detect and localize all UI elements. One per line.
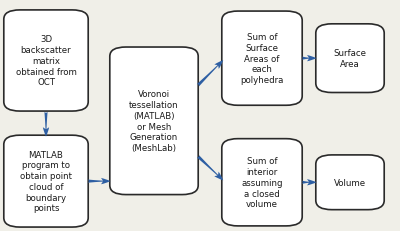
Text: MATLAB
program to
obtain point
cloud of
boundary
points: MATLAB program to obtain point cloud of … [20,150,72,213]
FancyBboxPatch shape [316,25,384,93]
Text: Voronoi
tessellation
(MATLAB)
or Mesh
Generation
(MeshLab): Voronoi tessellation (MATLAB) or Mesh Ge… [129,90,179,152]
Text: Sum of
interior
assuming
a closed
volume: Sum of interior assuming a closed volume [241,157,283,208]
Text: Sum of
Surface
Areas of
each
polyhedra: Sum of Surface Areas of each polyhedra [240,33,284,85]
FancyBboxPatch shape [222,12,302,106]
Text: Volume: Volume [334,178,366,187]
FancyBboxPatch shape [4,11,88,112]
FancyBboxPatch shape [316,155,384,210]
Text: 3D
backscatter
matrix
obtained from
OCT: 3D backscatter matrix obtained from OCT [16,35,76,87]
FancyBboxPatch shape [110,48,198,195]
FancyBboxPatch shape [222,139,302,226]
FancyBboxPatch shape [4,136,88,227]
Text: Surface
Area: Surface Area [334,49,366,69]
